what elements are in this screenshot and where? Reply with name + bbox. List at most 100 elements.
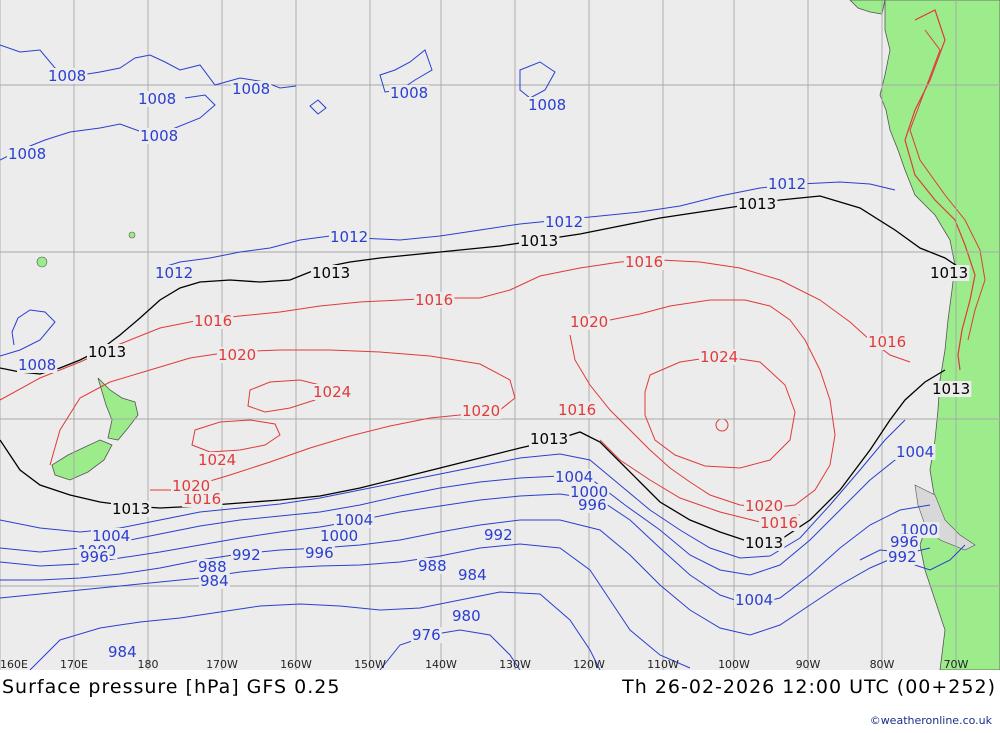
isobar-label-bg bbox=[47, 68, 88, 84]
isobar-label-bg bbox=[461, 403, 502, 419]
isobar-label-bg bbox=[544, 214, 585, 230]
longitude-label: 170E bbox=[60, 658, 88, 670]
isobar-label-1013-h: 1013 bbox=[745, 534, 783, 552]
isobar-label-1008-a: 1008 bbox=[48, 67, 86, 85]
isobar-label-bg bbox=[529, 431, 570, 447]
isobar-label-1004-c: 1004 bbox=[92, 527, 130, 545]
isobar-label-992-a: 992 bbox=[484, 526, 513, 544]
longitude-label: 160E bbox=[0, 658, 28, 670]
isobar-label-bg bbox=[197, 452, 238, 468]
isobar-label-bg bbox=[624, 254, 665, 270]
isobar-label-1004-e: 1004 bbox=[896, 443, 934, 461]
isobar-label-1024-c: 1024 bbox=[198, 451, 236, 469]
valid-time: Th 26-02-2026 12:00 UTC (00+252) bbox=[622, 676, 996, 698]
pressure-map: 1008 1008 1008 1008 1008 1008 1008 1008 1012 1012… bbox=[0, 0, 1000, 670]
longitude-label: 160W bbox=[280, 658, 312, 670]
longitude-label: 80W bbox=[870, 658, 895, 670]
isobar-label-bg bbox=[17, 357, 58, 373]
isobar-label-bg bbox=[231, 547, 262, 563]
isobar-label-1013-g: 1013 bbox=[112, 500, 150, 518]
isobar-labels: 1008 1008 1008 1008 1008 1008 1008 1008 1012 1012… bbox=[7, 67, 972, 661]
isobar-label-1008-c: 1008 bbox=[232, 80, 270, 98]
isobar-label-bg bbox=[887, 549, 918, 565]
isobar-label-1012-c: 1012 bbox=[768, 175, 806, 193]
isobar-label-1012-a: 1012 bbox=[330, 228, 368, 246]
isobar-label-1020-a: 1020 bbox=[218, 346, 256, 364]
isobar-label-1024-a: 1024 bbox=[313, 383, 351, 401]
isobar-label-1020-b: 1020 bbox=[570, 313, 608, 331]
isobar-label-bg bbox=[929, 265, 970, 281]
isobar-label-bg bbox=[569, 314, 610, 330]
isobar-label-976-a: 976 bbox=[412, 626, 441, 644]
isobar-label-988-a: 988 bbox=[418, 557, 447, 575]
isobar-label-bg bbox=[931, 381, 972, 397]
isobar-label-1004-a: 1004 bbox=[555, 468, 593, 486]
isobar-label-bg bbox=[767, 176, 808, 192]
isobar-label-992-c: 992 bbox=[888, 548, 917, 566]
longitude-label: 140W bbox=[425, 658, 457, 670]
isobar-label-bg bbox=[889, 534, 920, 550]
isobar-label-bg bbox=[414, 292, 455, 308]
isobar-label-984-a: 984 bbox=[458, 566, 487, 584]
isobar-label-bg bbox=[519, 233, 560, 249]
longitude-label: 170W bbox=[206, 658, 238, 670]
isobar-label-bg bbox=[197, 559, 228, 575]
longitude-label: 130W bbox=[499, 658, 531, 670]
isobar-label-bg bbox=[417, 558, 448, 574]
isobar-label-1024-b: 1024 bbox=[700, 348, 738, 366]
isobar-label-bg bbox=[217, 347, 258, 363]
isobar-label-bg bbox=[319, 528, 360, 544]
isobar-label-1013-b: 1013 bbox=[520, 232, 558, 250]
isobar-label-1013-e: 1013 bbox=[88, 343, 126, 361]
isobar-label-1013-d: 1013 bbox=[930, 264, 968, 282]
isobar-label-1016-c: 1016 bbox=[194, 312, 232, 330]
isobar-label-1020-c: 1020 bbox=[462, 402, 500, 420]
new-zealand-north-island bbox=[97, 377, 139, 441]
map-title: Surface pressure [hPa] GFS 0.25 bbox=[2, 676, 341, 698]
isobar-label-bg bbox=[457, 567, 488, 583]
isobar-label-1008-b: 1008 bbox=[138, 90, 176, 108]
isobar-label-bg bbox=[79, 549, 110, 565]
isobar-label-bg bbox=[91, 528, 132, 544]
isobar-label-bg bbox=[389, 85, 430, 101]
longitude-label: 120W bbox=[573, 658, 605, 670]
isobar-label-bg bbox=[577, 497, 608, 513]
isobar-label-bg bbox=[311, 265, 352, 281]
isobar-label-bg bbox=[199, 573, 230, 589]
credit-link[interactable]: ©weatheronline.co.uk bbox=[869, 714, 992, 727]
isobar-label-1016-a: 1016 bbox=[625, 253, 663, 271]
footer bbox=[0, 670, 1000, 733]
tierra-del-fuego bbox=[914, 484, 976, 551]
isobar-label-bg bbox=[139, 128, 180, 144]
isobar-label-1016-g: 1016 bbox=[868, 333, 906, 351]
new-zealand-south-island bbox=[51, 439, 113, 481]
isobar-label-1000-b: 1000 bbox=[320, 527, 358, 545]
longitude-label: 100W bbox=[718, 658, 750, 670]
isobar-label-1013-f: 1013 bbox=[530, 430, 568, 448]
isobar-label-1004-b: 1004 bbox=[335, 511, 373, 529]
isobar-label-bg bbox=[111, 501, 152, 517]
central-america-land bbox=[849, 0, 886, 15]
isobar-label-1020-e: 1020 bbox=[745, 497, 783, 515]
isobar-label-bg bbox=[154, 265, 195, 281]
isobar-label-bg bbox=[304, 545, 335, 561]
island bbox=[128, 231, 136, 239]
isobar-label-1008-e: 1008 bbox=[528, 96, 566, 114]
ocean bbox=[0, 0, 1000, 670]
isobar-label-bg bbox=[7, 146, 48, 162]
longitude-label: 150W bbox=[354, 658, 386, 670]
isobar-label-1013-a: 1013 bbox=[312, 264, 350, 282]
isobar-label-996-b: 996 bbox=[305, 544, 334, 562]
isobar-label-1008-f: 1008 bbox=[140, 127, 178, 145]
isobar-label-1000-a: 1000 bbox=[570, 483, 608, 501]
isobar-label-1013-i: 1013 bbox=[932, 380, 970, 398]
isobar-label-bg bbox=[87, 344, 128, 360]
isobar-label-bg bbox=[411, 627, 442, 643]
isobars-low-south bbox=[0, 419, 966, 670]
longitude-label: 70W bbox=[944, 658, 969, 670]
isobar-label-bg bbox=[734, 592, 775, 608]
isobar-label-bg bbox=[744, 535, 785, 551]
isobar-label-1016-e: 1016 bbox=[183, 490, 221, 508]
isobar-label-bg bbox=[744, 498, 785, 514]
isobar-label-bg bbox=[329, 229, 370, 245]
